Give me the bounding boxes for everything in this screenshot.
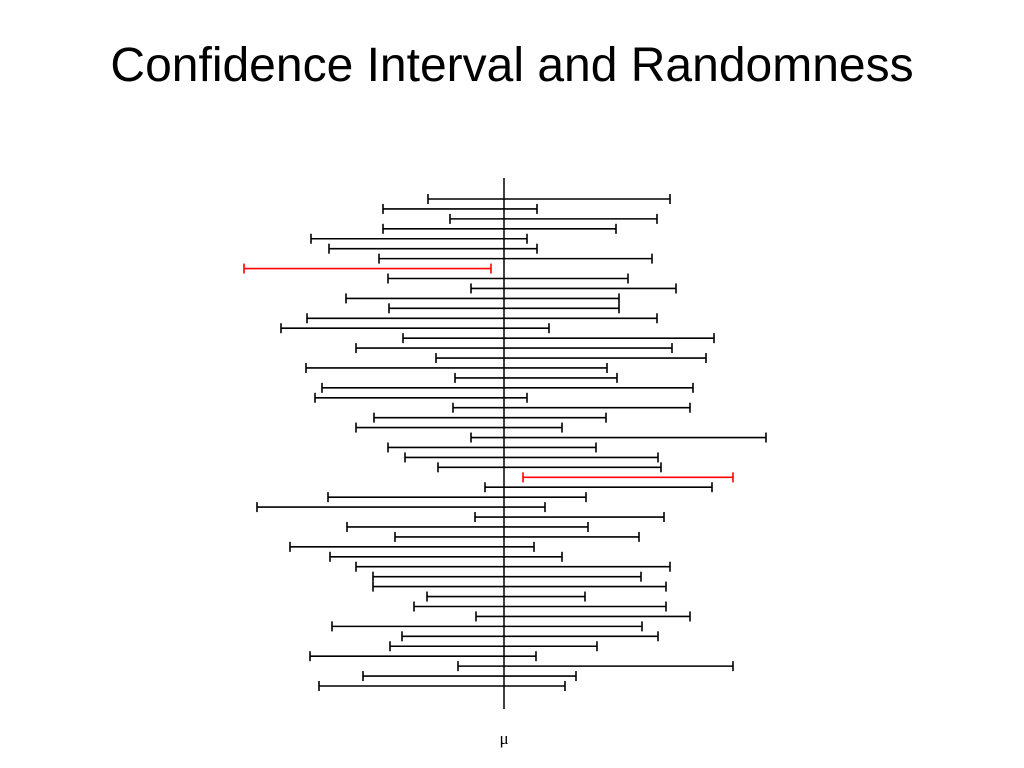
slide-title: Confidence Interval and Randomness	[110, 39, 914, 92]
confidence-interval	[318, 681, 566, 691]
confidence-interval	[289, 541, 535, 552]
confidence-interval	[378, 253, 653, 264]
confidence-interval	[389, 641, 598, 652]
confidence-interval	[435, 353, 707, 364]
confidence-interval	[475, 611, 691, 622]
confidence-interval	[437, 462, 662, 473]
confidence-interval	[243, 263, 492, 274]
confidence-interval	[327, 492, 587, 503]
confidence-interval	[382, 223, 617, 234]
confidence-interval	[427, 194, 671, 204]
confidence-interval	[310, 233, 528, 244]
confidence-interval	[321, 382, 694, 393]
confidence-interval	[449, 213, 658, 224]
confidence-interval	[309, 651, 537, 662]
confidence-interval	[470, 432, 767, 443]
confidence-interval	[387, 442, 597, 453]
intervals-layer	[243, 194, 767, 691]
confidence-interval	[314, 392, 528, 403]
confidence-interval	[402, 333, 715, 344]
confidence-interval	[522, 472, 734, 483]
confidence-interval	[452, 402, 691, 413]
confidence-interval	[329, 551, 563, 562]
confidence-interval	[470, 283, 677, 294]
confidence-interval	[355, 343, 673, 354]
confidence-interval	[387, 273, 629, 284]
confidence-interval	[426, 591, 586, 602]
mu-axis-label: μ	[499, 729, 508, 748]
confidence-interval	[280, 323, 550, 334]
confidence-interval	[401, 631, 659, 642]
confidence-interval	[372, 581, 667, 592]
confidence-interval	[346, 521, 589, 532]
confidence-interval	[256, 502, 546, 513]
confidence-interval	[373, 412, 607, 423]
confidence-interval	[413, 601, 667, 612]
confidence-interval	[345, 293, 620, 304]
confidence-interval	[394, 531, 640, 542]
confidence-interval	[355, 561, 671, 572]
confidence-interval	[382, 203, 538, 214]
confidence-interval	[484, 482, 713, 493]
confidence-interval	[331, 621, 643, 632]
confidence-interval	[454, 372, 618, 383]
confidence-interval	[355, 422, 563, 433]
confidence-interval	[328, 243, 538, 254]
confidence-interval	[457, 661, 734, 672]
confidence-interval	[362, 671, 577, 682]
confidence-interval	[305, 362, 608, 373]
confidence-interval	[372, 571, 642, 582]
confidence-interval	[474, 512, 665, 523]
confidence-interval	[404, 452, 659, 463]
confidence-interval	[306, 313, 658, 324]
